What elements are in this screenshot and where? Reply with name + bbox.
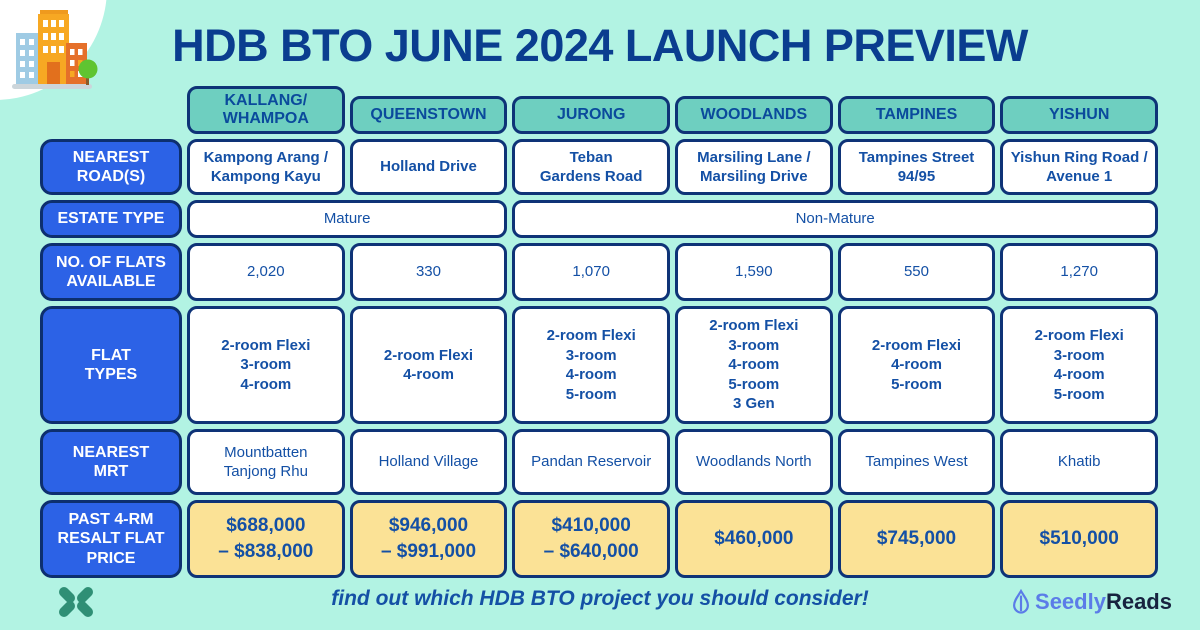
cell-types-queenstown: 2-room Flexi 4-room	[349, 306, 508, 424]
cell-types-tampines: 2-room Flexi 4-room 5-room	[837, 306, 996, 424]
row-label-nearest-roads: NEAREST ROAD(S)	[40, 139, 182, 195]
col-header-queenstown: QUEENSTOWN	[349, 96, 508, 134]
cell-price-tampines: $745,000	[837, 500, 996, 578]
cell-price-kallang: $688,000 – $838,000	[187, 500, 345, 578]
brand-seedly-text: Seedly	[1035, 589, 1106, 614]
cell-estate-non-mature: Non-Mature	[512, 200, 1158, 238]
row-label-estate-type: ESTATE TYPE	[40, 200, 182, 238]
x-mark-icon	[59, 587, 93, 617]
brand-reads-text: Reads	[1105, 589, 1172, 614]
col-header-tampines: TAMPINES	[837, 96, 996, 134]
cell-roads-queenstown: Holland Drive	[349, 139, 508, 195]
cell-mrt-kallang: Mountbatten Tanjong Rhu	[187, 429, 345, 495]
seedly-x-logo	[56, 585, 96, 624]
header-spacer	[40, 86, 182, 134]
cell-price-queenstown: $946,000 – $991,000	[349, 500, 508, 578]
col-header-yishun: YISHUN	[1000, 96, 1158, 134]
seedly-reads-logo: Seedly Reads	[1010, 589, 1172, 615]
cell-mrt-tampines: Tampines West	[837, 429, 996, 495]
row-label-flats-available: NO. OF FLATS AVAILABLE	[40, 243, 182, 301]
col-header-jurong: JURONG	[512, 96, 670, 134]
cell-flats-kallang: 2,020	[187, 243, 345, 301]
cell-roads-tampines: Tampines Street 94/95	[837, 139, 996, 195]
cell-roads-woodlands: Marsiling Lane / Marsiling Drive	[675, 139, 833, 195]
col-header-woodlands: WOODLANDS	[675, 96, 833, 134]
buildings-icon	[0, 0, 107, 100]
cell-flats-jurong: 1,070	[512, 243, 670, 301]
cell-mrt-woodlands: Woodlands North	[675, 429, 833, 495]
cell-flats-yishun: 1,270	[1000, 243, 1158, 301]
page-title: HDB BTO JUNE 2024 LAUNCH PREVIEW	[172, 20, 1028, 71]
cell-price-woodlands: $460,000	[675, 500, 833, 578]
cell-roads-jurong: Teban Gardens Road	[512, 139, 670, 195]
row-label-nearest-mrt: NEAREST MRT	[40, 429, 182, 495]
cell-roads-kallang: Kampong Arang / Kampong Kayu	[187, 139, 345, 195]
cell-flats-tampines: 550	[837, 243, 996, 301]
col-header-kallang-whampoa: KALLANG/ WHAMPOA	[187, 86, 345, 134]
cell-flats-queenstown: 330	[349, 243, 508, 301]
cell-estate-mature: Mature	[187, 200, 508, 238]
seedly-droplet-icon	[1013, 589, 1029, 614]
cell-mrt-jurong: Pandan Reservoir	[512, 429, 670, 495]
cell-types-jurong: 2-room Flexi 3-room 4-room 5-room	[512, 306, 670, 424]
cell-price-yishun: $510,000	[1000, 500, 1158, 578]
cell-mrt-yishun: Khatib	[1000, 429, 1158, 495]
buildings-illustration	[0, 0, 135, 110]
cell-types-kallang: 2-room Flexi 3-room 4-room	[187, 306, 345, 424]
cell-roads-yishun: Yishun Ring Road / Avenue 1	[1000, 139, 1158, 195]
cell-mrt-queenstown: Holland Village	[349, 429, 508, 495]
cell-price-jurong: $410,000 – $640,000	[512, 500, 670, 578]
cell-types-woodlands: 2-room Flexi 3-room 4-room 5-room 3 Gen	[675, 306, 833, 424]
bto-comparison-table: KALLANG/ WHAMPOA QUEENSTOWN JURONG WOODL…	[40, 86, 1158, 578]
row-label-resale-price: PAST 4-RM RESALT FLAT PRICE	[40, 500, 182, 578]
cell-flats-woodlands: 1,590	[675, 243, 833, 301]
footer-tagline: find out which HDB BTO project you shoul…	[331, 587, 869, 610]
cell-types-yishun: 2-room Flexi 3-room 4-room 5-room	[1000, 306, 1158, 424]
row-label-flat-types: FLAT TYPES	[40, 306, 182, 424]
